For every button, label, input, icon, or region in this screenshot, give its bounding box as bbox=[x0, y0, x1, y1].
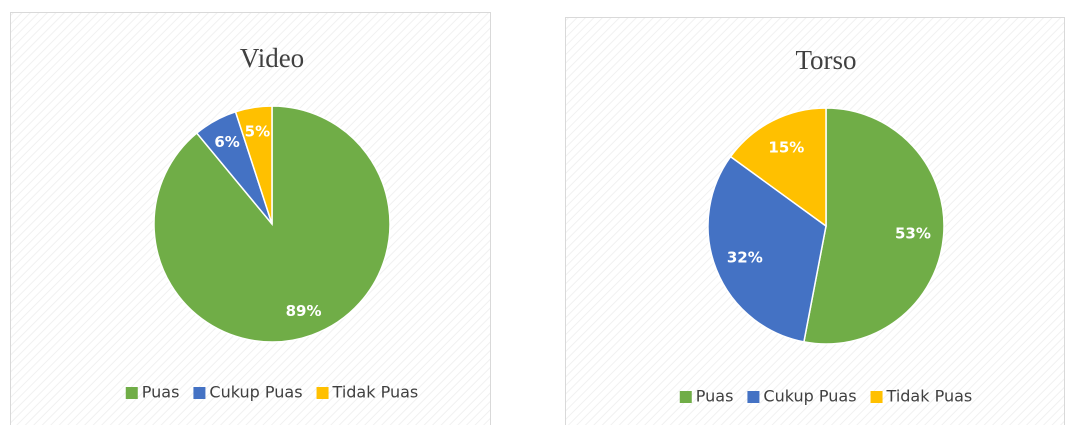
data-label: 5% bbox=[245, 122, 270, 140]
pie-slice bbox=[729, 107, 827, 228]
data-label: 6% bbox=[214, 133, 239, 151]
data-label: 15% bbox=[768, 139, 804, 157]
chart-title: Torso bbox=[795, 45, 856, 75]
legend-label: Cukup Puas bbox=[209, 383, 302, 402]
pie-slice bbox=[707, 155, 827, 343]
legend-label: Tidak Puas bbox=[886, 387, 973, 406]
legend-label: Cukup Puas bbox=[763, 387, 856, 406]
pie-slice bbox=[803, 107, 945, 345]
data-label: 89% bbox=[286, 302, 322, 320]
data-label: 53% bbox=[895, 225, 931, 243]
legend-label: Puas bbox=[696, 387, 734, 406]
legend-swatch bbox=[679, 391, 692, 403]
legend-swatch bbox=[193, 387, 206, 399]
legend: Puas Cukup Puas Tidak Puas bbox=[125, 383, 419, 402]
legend: Puas Cukup Puas Tidak Puas bbox=[679, 387, 973, 406]
legend-swatch bbox=[747, 391, 760, 403]
chart-title: Video bbox=[240, 43, 304, 73]
data-label: 32% bbox=[727, 249, 763, 267]
legend-label: Tidak Puas bbox=[332, 383, 419, 402]
legend-swatch bbox=[870, 391, 883, 403]
legend-label: Puas bbox=[142, 383, 180, 402]
legend-swatch bbox=[125, 387, 138, 399]
legend-swatch bbox=[316, 387, 329, 399]
pie-slice bbox=[234, 105, 273, 225]
